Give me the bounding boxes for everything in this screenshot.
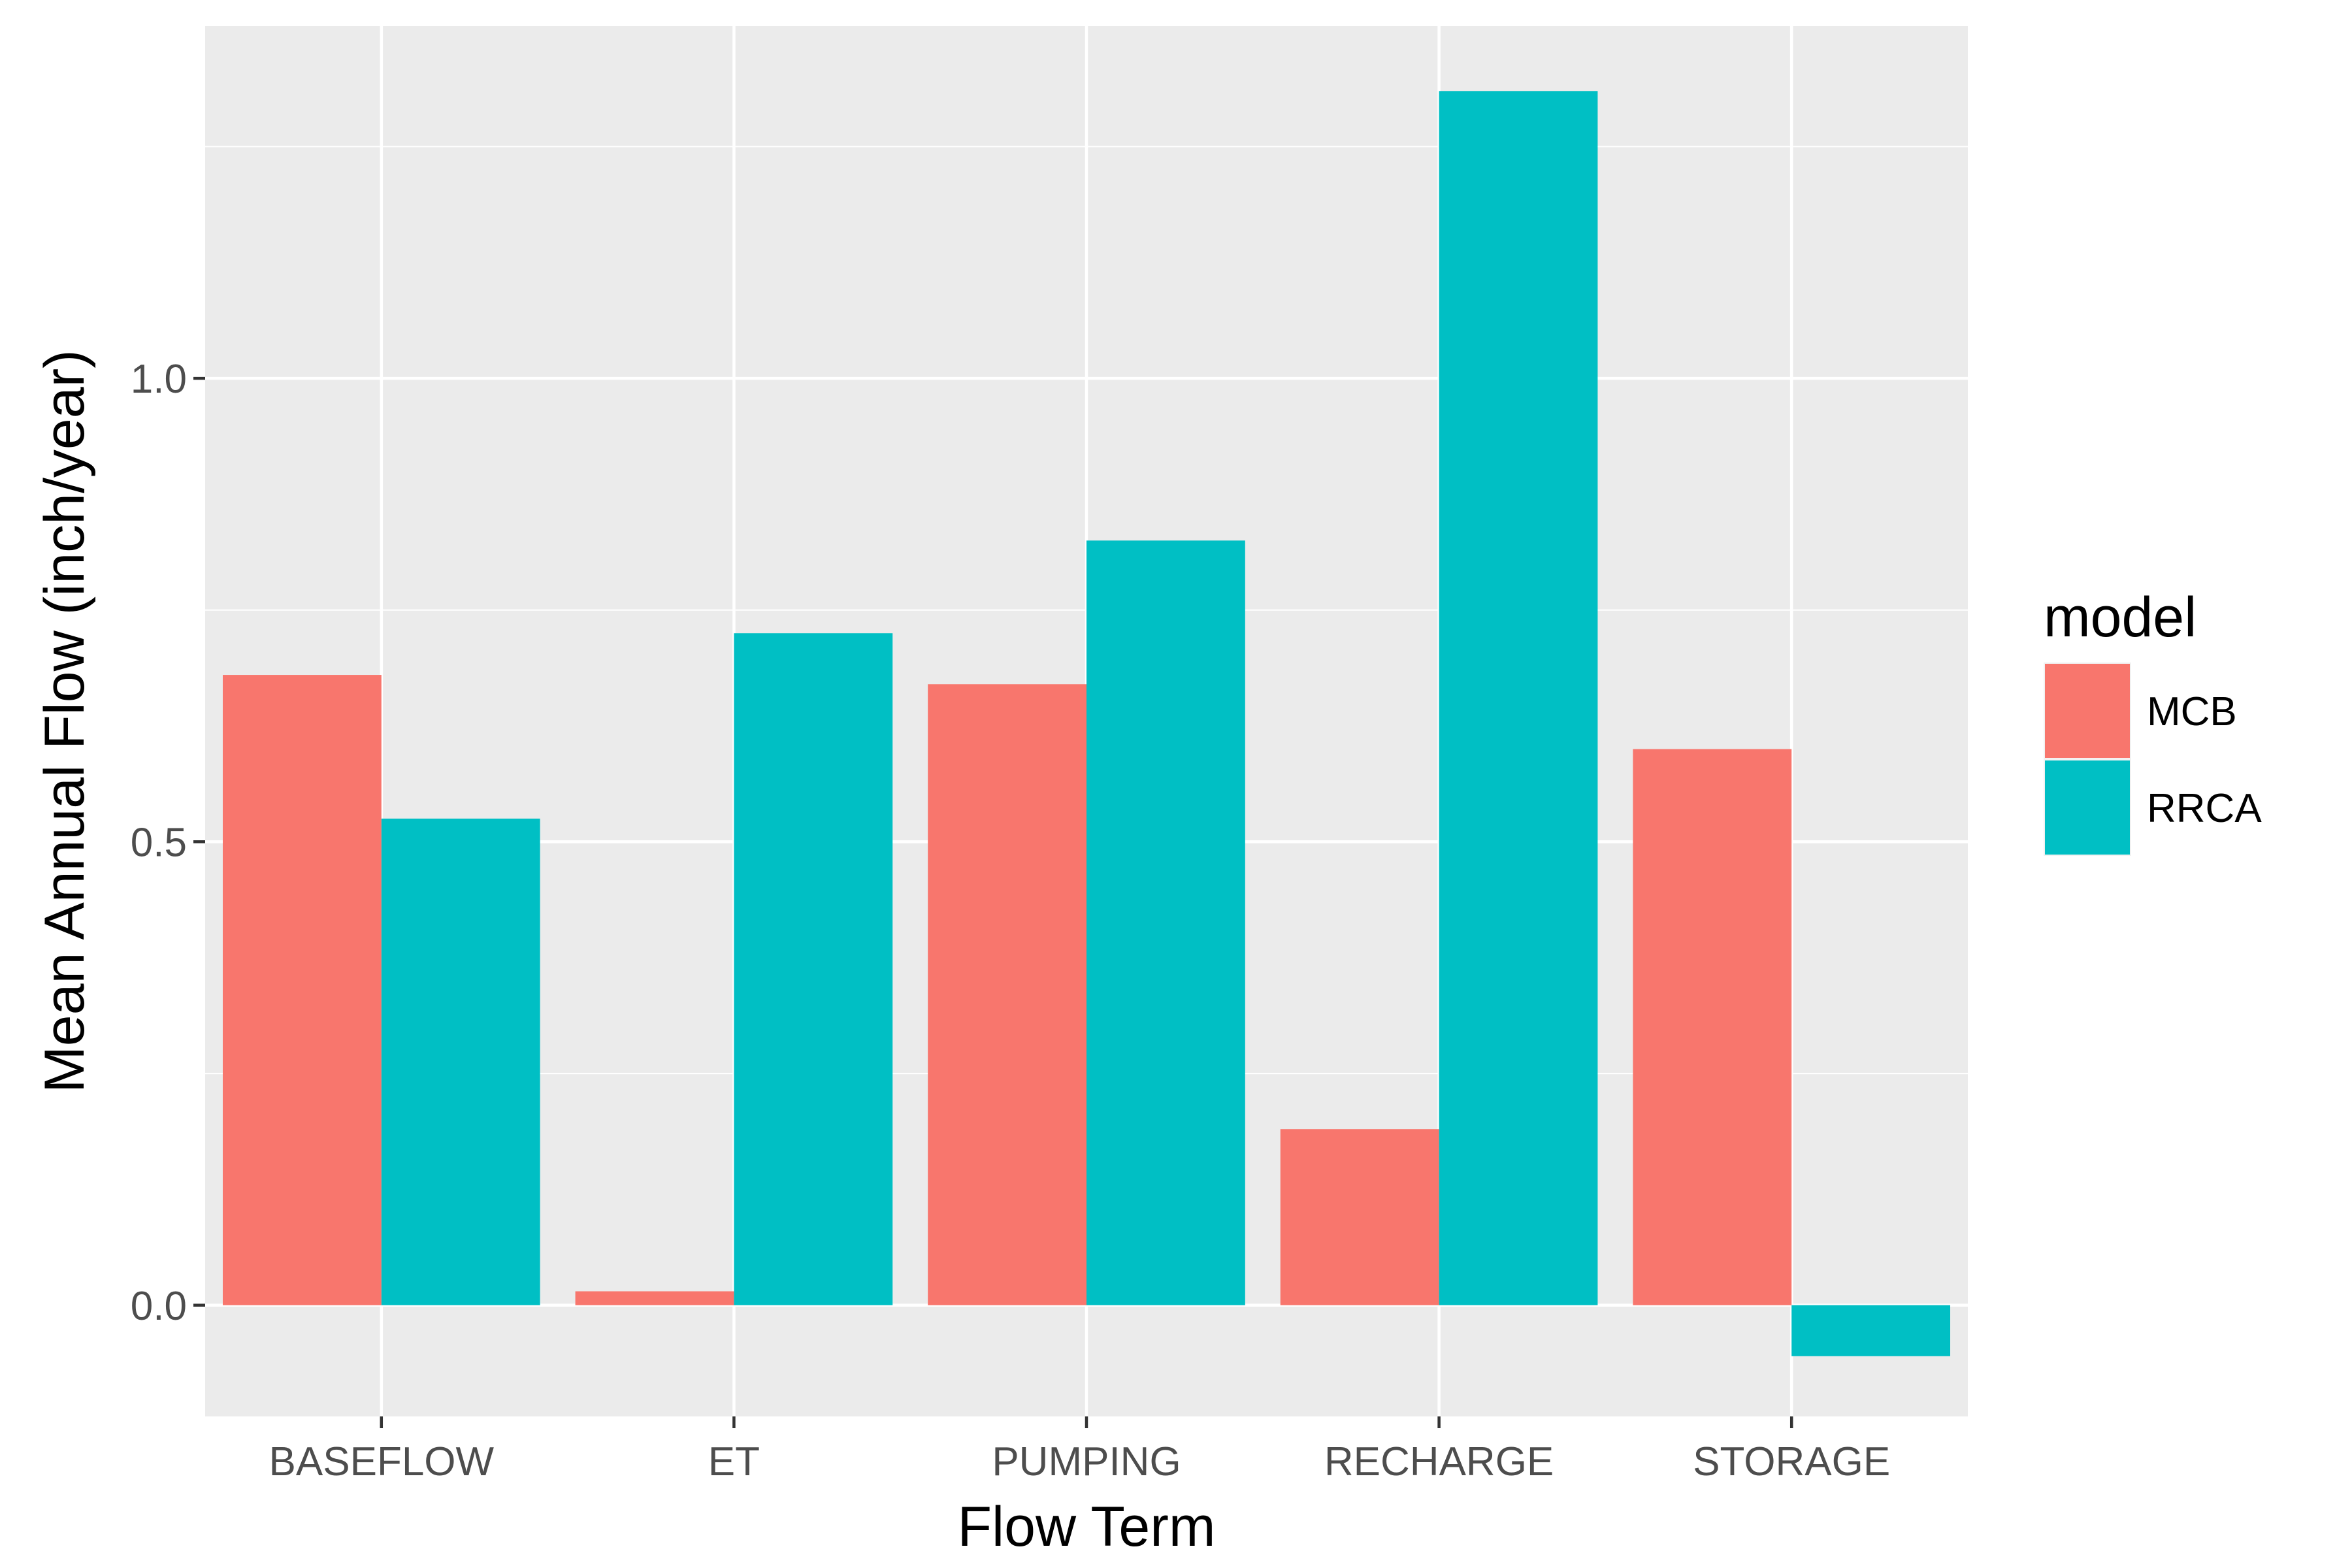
bar-mcb-pumping (928, 684, 1086, 1305)
x-tick-label: RECHARGE (1324, 1439, 1554, 1484)
y-tick-label: 0.5 (131, 820, 187, 865)
bar-rrca-pumping (1086, 540, 1245, 1305)
legend: model MCB RRCA (2044, 586, 2262, 856)
x-axis: BASEFLOW ET PUMPING RECHARGE STORAGE (269, 1416, 1890, 1484)
bars (222, 91, 1951, 1356)
x-tick-label: PUMPING (992, 1439, 1181, 1484)
legend-label: MCB (2147, 689, 2237, 734)
bar-rrca-recharge (1439, 91, 1598, 1305)
legend-title: model (2044, 586, 2197, 649)
bar-rrca-storage (1791, 1305, 1951, 1356)
legend-key-mcb (2045, 664, 2130, 758)
bar-rrca-baseflow (381, 818, 540, 1305)
x-tick-label: ET (708, 1439, 760, 1484)
y-tick-label: 1.0 (131, 357, 187, 402)
bar-mcb-storage (1633, 749, 1792, 1305)
x-tick-label: BASEFLOW (269, 1439, 495, 1484)
bar-mcb-baseflow (222, 675, 382, 1305)
legend-items: MCB RRCA (2044, 662, 2262, 856)
x-tick-label: STORAGE (1693, 1439, 1890, 1484)
y-axis-title: Mean Annual Flow (inch/year) (33, 350, 96, 1093)
y-axis: 0.0 0.5 1.0 (131, 357, 205, 1329)
y-tick-label: 0.0 (131, 1284, 187, 1329)
bar-mcb-et (575, 1291, 734, 1305)
bar-mcb-recharge (1280, 1129, 1439, 1305)
x-axis-title: Flow Term (957, 1495, 1215, 1558)
bar-rrca-et (734, 633, 893, 1305)
legend-key-rrca (2045, 760, 2130, 855)
legend-label: RRCA (2147, 786, 2262, 831)
